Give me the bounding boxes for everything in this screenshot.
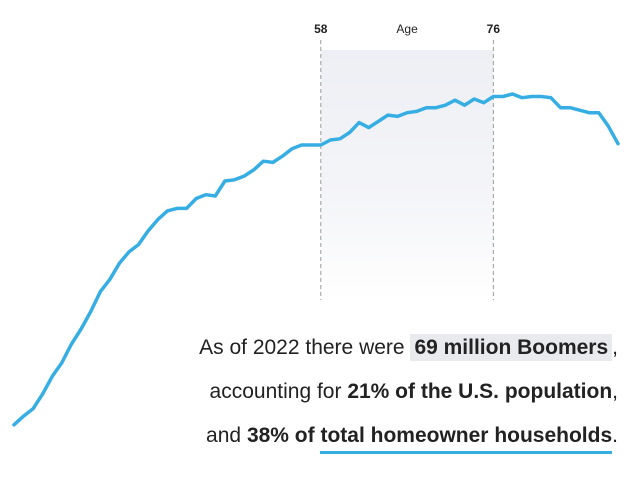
caption-line-3-post: . (612, 424, 618, 447)
boomers-count-highlight: 69 million Boomers (410, 334, 613, 361)
population-share-text: 21% of the U.S. population (347, 380, 613, 403)
caption-line-3-pre: and (206, 424, 242, 447)
population-series-line (12, 92, 620, 427)
caption-line-1-post: , (612, 336, 618, 359)
homeowner-households-text: total homeowner households (320, 424, 613, 447)
caption-line-1: As of 2022 there were 69 million Boomers… (199, 333, 618, 363)
age-start-label: 58 (314, 22, 328, 36)
blue-underline (320, 451, 613, 454)
caption-line-3: and 38% of total homeowner households. (206, 421, 618, 454)
age-end-label: 76 (487, 22, 501, 36)
caption-line-2-post: , (612, 380, 618, 403)
caption-line-2: accounting for 21% of the U.S. populatio… (210, 377, 618, 407)
caption-line-1-pre: As of 2022 there were (199, 336, 405, 359)
caption-line-2-pre: accounting for (209, 380, 342, 403)
age-range-band (320, 50, 494, 300)
x-axis-title: Age (396, 22, 418, 36)
homeowner-households-underlined: total homeowner households (320, 424, 613, 454)
homeowner-share-text: 38% of (246, 424, 315, 447)
